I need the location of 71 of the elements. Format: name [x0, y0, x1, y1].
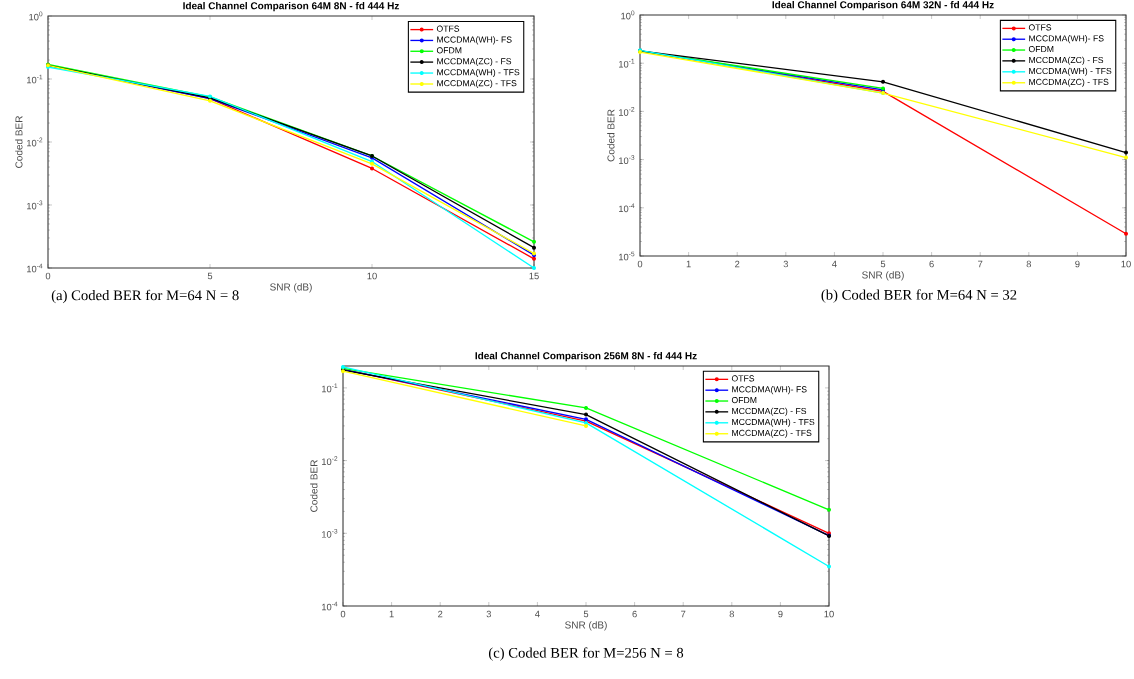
x-tick-label: 4 — [832, 260, 837, 268]
chart-title: Ideal Channel Comparison 64M 32N - fd 444 Hz — [772, 0, 994, 11]
x-tick-label: 1 — [389, 610, 394, 618]
y-tick-label: 10$^{-2}$ — [27, 137, 43, 147]
y-tick-label: 10$^{-2}$ — [619, 107, 635, 116]
text: (c) Coded BER for M=256 N = 8 — [488, 647, 684, 661]
y-tick-label: 10$^{-4}$ — [619, 203, 635, 213]
legend-label: MCCDMA(ZC) - FS — [1029, 56, 1104, 65]
x-tick-label: 8 — [1026, 260, 1031, 268]
x-axis-title: SNR (dB) — [862, 271, 904, 281]
y-axis-title: Coded BER — [310, 460, 318, 512]
y-tick-label: 10$^{-3}$ — [322, 528, 338, 538]
x-tick-label: 2 — [438, 610, 443, 618]
y-tick-label: 10$^{-3}$ — [27, 200, 43, 210]
legend-label: MCCDMA(WH)- FS — [437, 36, 512, 45]
x-tick-label: 0 — [340, 610, 346, 618]
legend-label: OTFS — [436, 25, 460, 32]
x-tick-label: 10 — [824, 610, 834, 618]
x-tick-label: 2 — [735, 260, 740, 268]
legend-label: MCCDMA(WH) - TFS — [437, 68, 520, 77]
x-tick-label: 10 — [1121, 260, 1131, 268]
x-tick-label: 15 — [529, 272, 539, 280]
x-tick-label: 1 — [686, 260, 691, 268]
x-tick-label: 7 — [681, 610, 686, 618]
y-tick-label: 10$^{-3}$ — [619, 155, 635, 164]
y-tick-label: 10$^{0}$ — [29, 11, 43, 21]
y-tick-label: 10$^{-4}$ — [322, 601, 338, 611]
x-axis-title: SNR (dB) — [270, 283, 312, 293]
legend-label: MCCDMA(ZC) - FS — [437, 57, 512, 67]
y-tick-label: 10$^{-1}$ — [27, 74, 43, 84]
y-tick-label: 10$^{-4}$ — [27, 263, 43, 273]
x-tick-label: 6 — [929, 260, 934, 268]
legend-label: OTFS — [731, 375, 755, 382]
y-axis-title: Coded BER — [15, 116, 23, 168]
legend-label: MCCDMA(ZC) - FS — [732, 407, 807, 416]
legend-label: OTFS — [1028, 24, 1052, 31]
text: (b) Coded BER for M=64 N = 32 — [821, 289, 1017, 303]
y-tick-label: 10$^{-1}$ — [619, 58, 635, 68]
y-tick-label: 10$^{0}$ — [621, 10, 635, 20]
text: (a) Coded BER for M=64 N = 8 — [51, 289, 239, 304]
x-tick-label: 5 — [880, 260, 886, 268]
x-tick-label: 8 — [729, 610, 734, 618]
x-tick-label: 0 — [637, 260, 643, 268]
x-tick-label: 9 — [1075, 260, 1080, 268]
legend-label: MCCDMA(ZC) - TFS — [437, 79, 517, 88]
legend-label: MCCDMA(WH) - TFS — [732, 418, 815, 427]
legend-label: MCCDMA(ZC) - TFS — [1029, 78, 1109, 87]
x-tick-label: 4 — [535, 610, 540, 618]
y-tick-label: 10$^{-5}$ — [619, 251, 635, 261]
x-tick-label: 5 — [583, 610, 589, 618]
y-tick-label: 10$^{-2}$ — [322, 456, 338, 465]
legend-label: OFDM — [436, 47, 462, 54]
legend-label: MCCDMA(WH) - TFS — [1029, 67, 1112, 76]
x-tick-label: 9 — [778, 610, 783, 618]
x-tick-label: 3 — [486, 610, 491, 618]
x-tick-label: 7 — [978, 260, 983, 268]
chart-title: Ideal Channel Comparison 256M 8N - fd 444 Hz — [475, 351, 697, 362]
legend-label: MCCDMA(WH)- FS — [1029, 35, 1104, 44]
x-tick-label: 3 — [783, 260, 788, 268]
x-tick-label: 10 — [367, 272, 377, 280]
legend-label: OFDM — [731, 397, 757, 404]
y-axis-title: Coded BER — [607, 109, 615, 162]
x-tick-label: 0 — [45, 272, 51, 280]
legend-label: OFDM — [1028, 46, 1054, 53]
x-tick-label: 5 — [207, 272, 213, 280]
legend-label: MCCDMA(WH)- FS — [732, 386, 807, 395]
legend-label: MCCDMA(ZC) - TFS — [732, 429, 812, 438]
x-axis-title: SNR (dB) — [565, 621, 607, 631]
y-tick-label: 10$^{-1}$ — [322, 383, 338, 393]
x-tick-label: 6 — [632, 610, 637, 618]
chart-title: Ideal Channel Comparison 64M 8N - fd 444 Hz — [183, 1, 399, 12]
